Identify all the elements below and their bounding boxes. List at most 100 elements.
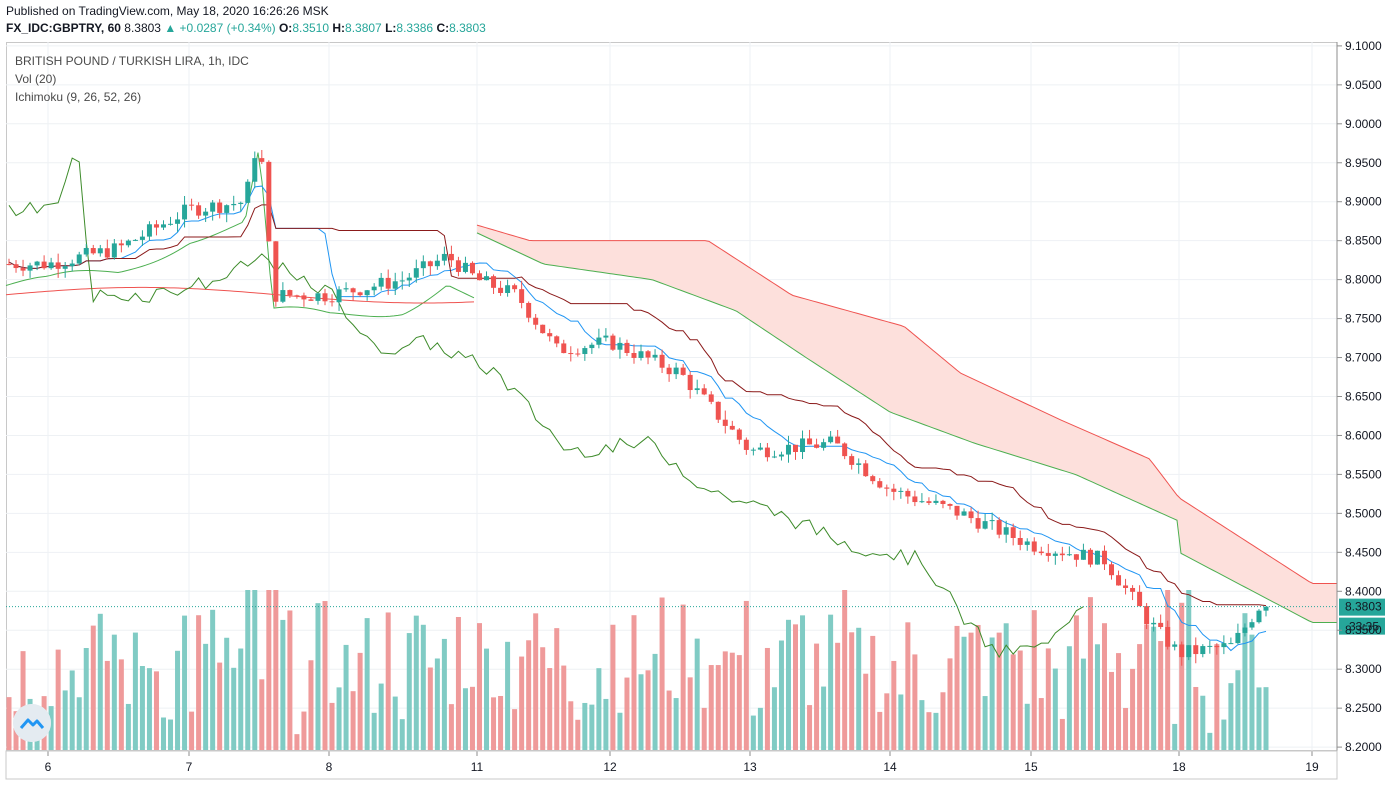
- candle-body: [336, 289, 342, 303]
- volume-bar: [139, 666, 145, 750]
- volume-bar: [245, 590, 251, 750]
- candle-body: [842, 443, 848, 457]
- candle-body: [90, 248, 96, 254]
- candle-body: [1186, 645, 1192, 658]
- candle-body: [392, 281, 398, 289]
- volume-bar: [1116, 653, 1122, 750]
- candle-body: [132, 239, 138, 241]
- published-note: Published on TradingView.com, May 18, 20…: [6, 4, 329, 18]
- price-tick-label: 8.2500: [1345, 701, 1382, 715]
- candle-body: [27, 265, 33, 271]
- price-tick-label: 8.4500: [1345, 545, 1382, 559]
- volume-bar: [336, 687, 342, 750]
- volume-bar: [448, 704, 454, 750]
- volume-bar: [680, 604, 686, 750]
- candle-body: [455, 260, 461, 272]
- candle-body: [469, 262, 475, 274]
- volume-bar: [252, 590, 258, 750]
- volume-bar: [427, 667, 433, 750]
- volume-bar: [1003, 623, 1009, 750]
- candle-body: [259, 158, 265, 162]
- candle-body: [315, 293, 321, 301]
- volume-bar: [1158, 641, 1164, 750]
- candle-body: [160, 224, 166, 228]
- candle-body: [778, 454, 784, 457]
- last-price: 8.3803: [124, 21, 161, 35]
- candle-body: [280, 290, 286, 302]
- price-tick-label: 8.3500: [1345, 623, 1382, 637]
- volume-bar: [76, 697, 82, 750]
- tradingview-logo-icon[interactable]: [13, 704, 51, 742]
- candle-body: [835, 436, 841, 444]
- candle-body: [1137, 591, 1143, 607]
- candle-body: [722, 419, 728, 426]
- volume-bar: [884, 693, 890, 750]
- legend-volume: Vol (20): [15, 72, 57, 86]
- candle-body: [322, 293, 328, 302]
- candle-body: [48, 262, 54, 269]
- volume-bar: [1024, 703, 1030, 750]
- volume-bar: [90, 625, 96, 750]
- volume-bar: [1256, 687, 1262, 750]
- candle-body: [561, 343, 567, 354]
- volume-bar: [350, 691, 356, 750]
- volume-bar: [617, 712, 623, 750]
- volume-bar: [1087, 597, 1093, 750]
- volume-bar: [1045, 648, 1051, 750]
- candle-body: [512, 285, 518, 290]
- candle-body: [125, 240, 131, 246]
- candle-body: [448, 253, 454, 261]
- candle-body: [175, 219, 181, 224]
- close-value: 8.3803: [449, 21, 486, 35]
- candle-body: [104, 248, 110, 258]
- volume-bar: [315, 603, 321, 750]
- volume-bar: [1165, 590, 1171, 750]
- volume-bar: [568, 701, 574, 750]
- candle-body: [771, 456, 777, 458]
- symbol: FX_IDC:GBPTRY, 60: [6, 21, 121, 35]
- candle-body: [505, 285, 511, 293]
- price-tick-label: 8.7500: [1345, 312, 1382, 326]
- volume-bar: [238, 648, 244, 750]
- volume-bar: [104, 660, 110, 750]
- volume-bar: [736, 655, 742, 750]
- candle-body: [1073, 554, 1079, 560]
- candle-body: [554, 336, 560, 344]
- candle-body: [954, 505, 960, 516]
- kijun-sen: [8, 204, 1267, 607]
- candle-body: [898, 490, 904, 492]
- volume-bar: [1038, 698, 1044, 750]
- volume-bar: [224, 637, 230, 750]
- candle-body: [996, 520, 1002, 535]
- volume-bar: [771, 687, 777, 750]
- volume-bar: [469, 686, 475, 750]
- volume-bar: [132, 632, 138, 750]
- volume-bar: [778, 640, 784, 750]
- candle-body: [1024, 541, 1030, 545]
- candle-body: [118, 243, 124, 246]
- candle-body: [793, 444, 799, 453]
- volume-bar: [940, 692, 946, 750]
- time-tick-label: 11: [471, 760, 484, 774]
- candle-body: [989, 520, 995, 522]
- volume-bar: [610, 624, 616, 750]
- volume-bar: [561, 665, 567, 750]
- candle-body: [1179, 644, 1185, 658]
- volume-bar: [210, 609, 216, 750]
- countdown-box: [1339, 617, 1385, 635]
- volume-bar: [603, 698, 609, 750]
- candle-body: [757, 447, 763, 450]
- candle-body: [83, 248, 89, 255]
- candle-body: [652, 354, 658, 358]
- candle-body: [877, 481, 883, 488]
- volume-bar: [371, 712, 377, 750]
- volume-bar: [434, 658, 440, 750]
- candle-body: [476, 273, 482, 281]
- candle-body: [1214, 645, 1220, 648]
- candle-body: [729, 425, 735, 430]
- volume-bar: [856, 627, 862, 750]
- candle-body: [6, 264, 12, 266]
- volume-bar: [1186, 590, 1192, 750]
- volume-bar: [1228, 683, 1234, 750]
